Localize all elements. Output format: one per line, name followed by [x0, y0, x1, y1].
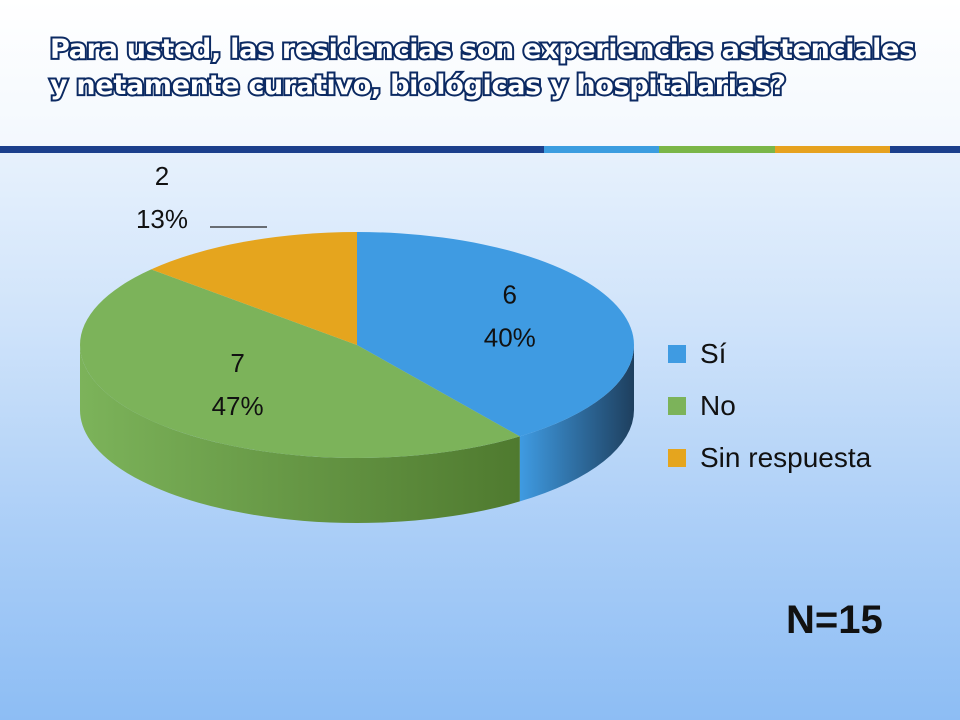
title-divider-tail — [890, 146, 960, 153]
pie-slice-2 — [151, 232, 357, 345]
legend-label-no: No — [700, 390, 736, 421]
legend-swatch-no — [668, 397, 686, 415]
chart-legend: Sí No Sin respuesta — [668, 328, 871, 484]
title-divider — [0, 146, 544, 153]
pie-value-label-2: 2 — [155, 161, 169, 191]
legend-label-sin-respuesta: Sin respuesta — [700, 442, 872, 473]
pie-value-label-1: 7 — [230, 348, 244, 378]
legend-item-sin-respuesta: Sin respuesta — [668, 432, 871, 484]
pie-percent-label-2: 13% — [136, 204, 188, 234]
pie-value-label-0: 6 — [503, 279, 517, 309]
title-divider-accent-orange — [775, 146, 890, 153]
pie-slice-0 — [357, 232, 634, 437]
sample-size-label: N=15 — [786, 598, 883, 642]
slide-title: Para usted, las residencias son experien… — [48, 32, 917, 103]
pie-percent-label-0: 40% — [484, 322, 536, 352]
pie-side-1 — [80, 345, 520, 523]
title-band — [0, 0, 960, 146]
legend-swatch-si — [668, 345, 686, 363]
legend-item-no: No — [668, 380, 871, 432]
title-divider-accent-blue — [544, 146, 659, 153]
legend-item-si: Sí — [668, 328, 871, 380]
pie-percent-label-1: 47% — [212, 391, 264, 421]
title-divider-accent-green — [659, 146, 775, 153]
legend-label-si: Sí — [700, 338, 727, 369]
legend-swatch-sin-respuesta — [668, 449, 686, 467]
pie-side-0 — [519, 345, 634, 502]
pie-slice-1 — [80, 269, 520, 458]
